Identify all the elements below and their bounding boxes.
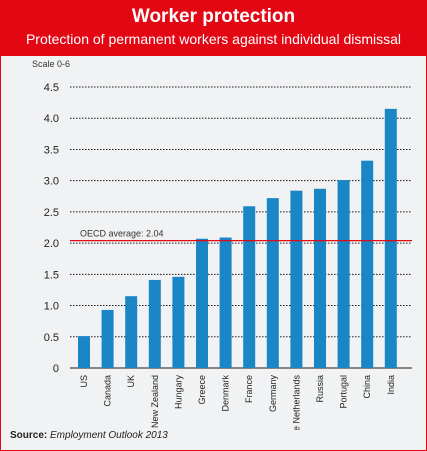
bar: [172, 276, 185, 368]
y-tick-label: 2.0: [44, 238, 59, 250]
source-note: Source: Employment Outlook 2013: [10, 430, 168, 441]
average-label: OECD average: 2.04: [80, 229, 164, 239]
x-tick-label: Germany: [268, 375, 278, 413]
bar: [196, 238, 208, 368]
x-tick-label: India: [386, 375, 396, 395]
y-tick-label: 3.0: [44, 176, 59, 188]
y-tick-label: 4.5: [44, 82, 59, 94]
x-tick-label: New Zealand: [150, 375, 160, 428]
x-tick-label: UK: [126, 375, 136, 388]
bar: [148, 279, 161, 368]
bar: [361, 160, 374, 368]
x-tick-label: Greece: [197, 375, 207, 405]
y-axis-label: Scale 0-6: [32, 59, 70, 69]
bar: [290, 190, 303, 368]
chart-title: Worker protection: [131, 6, 296, 27]
bar: [219, 237, 232, 368]
y-tick-label: 4.0: [44, 113, 59, 125]
y-tick-label: 0: [53, 363, 59, 375]
bar: [266, 198, 279, 368]
y-tick-label: 1.0: [44, 301, 59, 313]
x-tick-label: US: [79, 375, 89, 388]
y-tick-label: 2.5: [44, 207, 59, 219]
chart-subtitle: Protection of permanent workers against …: [25, 31, 402, 47]
x-tick-label: Portugal: [339, 375, 349, 409]
chart-header: Worker protection Protection of permanen…: [1, 1, 426, 56]
x-tick-label: Canada: [103, 375, 113, 407]
x-tick-label: Russia: [315, 375, 325, 403]
y-tick-label: 3.5: [44, 144, 59, 156]
y-tick-label: 0.5: [44, 332, 59, 344]
x-tick-label: The Netherlands: [291, 375, 301, 430]
bar-chart: Scale 0-6 0 0.5 1.0 1.5 2.0 2.5 3.0 3.5 4.0 4.5 OEC…: [32, 59, 412, 430]
source-label: Source:: [10, 430, 48, 441]
bar: [78, 336, 90, 368]
y-tick-label: 1.5: [44, 269, 59, 281]
bar: [243, 206, 256, 368]
x-tick-label: Hungary: [173, 375, 183, 410]
bar: [101, 309, 114, 368]
x-tick-label: France: [244, 375, 254, 403]
bar: [337, 180, 350, 368]
source-text: Employment Outlook 2013: [50, 430, 168, 441]
x-tick-label: Denmark: [221, 375, 231, 412]
x-tick-label: China: [362, 375, 372, 399]
bar: [314, 188, 326, 368]
bar: [125, 296, 138, 368]
bar: [384, 108, 397, 368]
